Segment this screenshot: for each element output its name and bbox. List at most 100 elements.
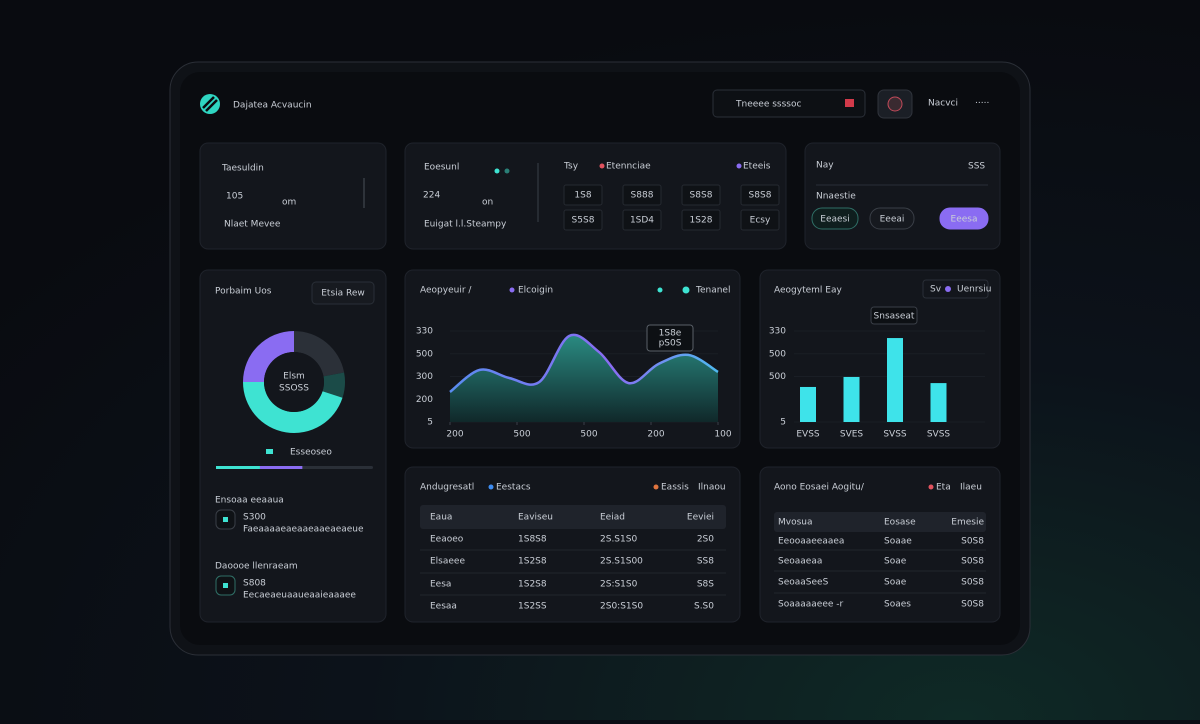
user-name: Nacvci (928, 99, 958, 109)
legend-dot (599, 163, 605, 169)
table-cell: Eeaoeo (430, 535, 464, 545)
card (199, 142, 387, 250)
donut-center: Elsm (283, 372, 305, 382)
y-tick-label: 300 (416, 372, 433, 382)
legend-label: Elcoigin (518, 286, 553, 296)
table-header (774, 512, 986, 532)
legend-dot (945, 286, 951, 292)
legend-label: Eteeis (743, 162, 771, 172)
donut-slice (322, 372, 345, 398)
filter-badge: SSS (968, 162, 985, 172)
table-header (420, 505, 726, 529)
legend-label: Ilnaou (698, 483, 726, 493)
area-fill (450, 334, 718, 422)
tooltip (870, 306, 918, 325)
stat-caption: Euigat l.l.Steampy (424, 220, 507, 230)
table-cell: Soaae (884, 537, 912, 547)
card-title: Aeopyeuir / (420, 286, 472, 296)
table-cell: Eeooaaeeaaea (778, 537, 844, 547)
table-cell: 2S0 (697, 535, 714, 545)
card-title: Aeogyteml Eay (774, 286, 842, 296)
column-header: Emesie (951, 518, 984, 528)
legend-swatch (266, 449, 273, 454)
donut-center: SSOSS (279, 384, 309, 394)
grid-cell-text: 1S8 (574, 191, 591, 201)
filter-button[interactable] (939, 207, 989, 230)
column-header: Eeviei (687, 513, 714, 523)
dot (494, 168, 500, 174)
y-tick-label: 330 (769, 327, 786, 337)
item-caption: Eecaeaeuaaueaaieaaaee (243, 591, 356, 601)
search-box[interactable] (712, 89, 866, 118)
legend-dot (653, 484, 659, 490)
table-cell: Eesaa (430, 602, 457, 612)
table-cell: S.S0 (694, 602, 714, 612)
table-cell: SeoaaSeeS (778, 578, 829, 588)
filter-button-label: Eeeai (880, 215, 905, 225)
table-cell: 1S8S8 (518, 535, 547, 545)
grid-cell-text: 1S28 (690, 216, 713, 226)
donut-legend: Esseoseo (290, 448, 332, 458)
grid-cell (563, 209, 603, 231)
table-cell: Soae (884, 557, 907, 567)
table-cell: Soaaaaaeee -r (778, 600, 844, 610)
donut-slice (294, 331, 345, 377)
stat-caption: Nlaet Mevee (224, 220, 281, 230)
x-tick-label: 500 (580, 430, 597, 440)
legend-label: Eestacs (496, 483, 531, 493)
grid-cell (681, 184, 721, 206)
legend-dot (736, 163, 742, 169)
item-icon-glyph (223, 517, 228, 522)
filter-button[interactable] (869, 207, 915, 230)
column-header: Eaviseu (518, 513, 553, 523)
table-cell: 2S.S1S00 (600, 557, 643, 567)
x-tick-label: SVSS (927, 430, 951, 440)
donut-slice (243, 331, 294, 382)
progress-segment (216, 466, 260, 469)
column-header: Eosase (884, 518, 916, 528)
card-button[interactable] (311, 281, 375, 305)
app-title: Dajatea Acvaucin (233, 101, 312, 111)
legend-label: Sv (930, 285, 942, 295)
legend-label: Ilaeu (960, 483, 982, 493)
x-tick-label: 200 (446, 430, 463, 440)
legend-dot (928, 484, 934, 490)
item-caption: Faeaaaaeaeaaeaaeaeaeue (243, 525, 364, 535)
table-cell: 2S.S1S0 (600, 535, 637, 545)
table-cell: S8S (697, 580, 714, 590)
y-tick-label: 330 (416, 327, 433, 337)
bar (843, 376, 860, 422)
dot (504, 168, 510, 174)
table-cell: 1S2S8 (518, 580, 547, 590)
filter-subtitle: Nnaestie (816, 192, 856, 202)
filter-button-label: Eeaesi (820, 215, 849, 225)
stat-label: Taesuldin (221, 164, 264, 174)
donut-slice (243, 382, 343, 433)
user-menu: ····· (975, 99, 989, 109)
bar (930, 383, 947, 422)
tooltip-text: 1S8e (659, 329, 682, 339)
item-value: S300 (243, 513, 266, 523)
table-cell: Seoaaeaa (778, 557, 822, 567)
item-title: Daoooe llenraeam (215, 562, 298, 572)
item-icon-glyph (223, 583, 228, 588)
legend-label: Uenrsiu (957, 285, 991, 295)
table-cell: S0S8 (961, 557, 984, 567)
content: Dajatea Acvaucin Tneeee ssssoc Nacvci ·····… (199, 89, 1001, 623)
stat-unit: on (482, 198, 493, 208)
y-tick-label: 500 (416, 349, 433, 359)
column-header: Eeiad (600, 513, 625, 523)
legend-label: Tenanel (695, 286, 730, 296)
grid-cell-text: 1SD4 (630, 216, 654, 226)
grid-cell (740, 209, 780, 231)
logo (200, 94, 220, 114)
legend-dot (509, 287, 515, 293)
table-cell: Soaes (884, 600, 911, 610)
filter-button[interactable] (811, 207, 859, 230)
progress-segment (259, 466, 303, 469)
grid-cell-text: S5S8 (572, 216, 595, 226)
legend-box (922, 279, 989, 299)
tooltip (646, 324, 694, 352)
table-cell: 2S:S1S0 (600, 580, 638, 590)
bar (800, 386, 816, 422)
